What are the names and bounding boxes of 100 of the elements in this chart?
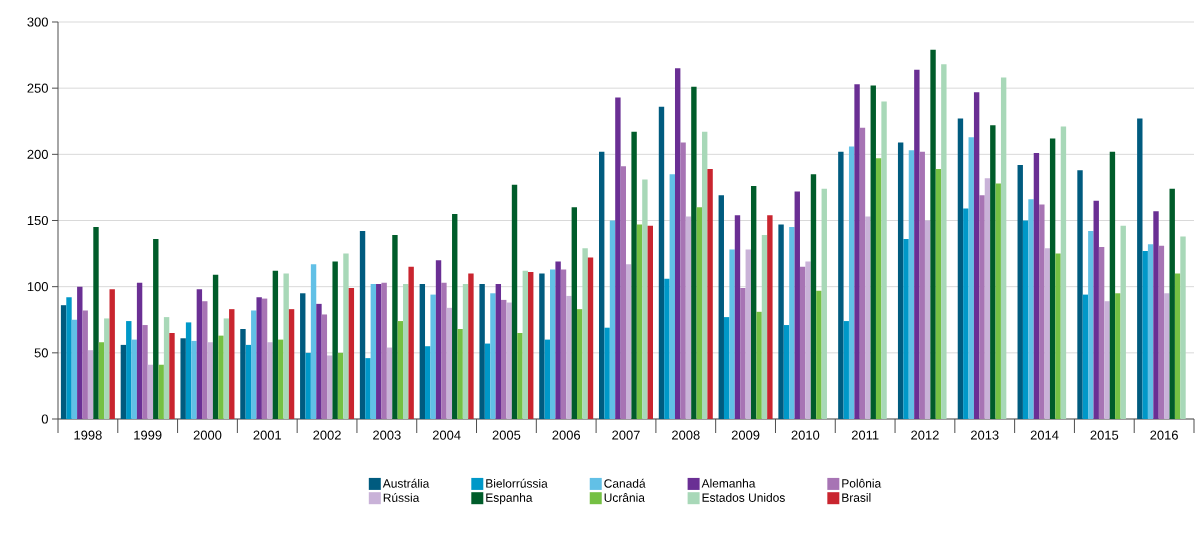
bar	[875, 158, 882, 419]
bar	[995, 183, 1001, 419]
bar	[327, 355, 333, 419]
bar	[452, 213, 458, 419]
bar	[674, 68, 681, 419]
bar	[142, 325, 148, 419]
bar	[854, 84, 860, 419]
bar	[979, 195, 985, 419]
x-tick-label: 2015	[1090, 430, 1119, 440]
bar	[71, 319, 78, 419]
bar	[566, 295, 572, 419]
bar	[1039, 204, 1045, 419]
bar	[370, 284, 377, 419]
bar	[587, 257, 594, 419]
bar	[865, 216, 871, 419]
bar	[283, 273, 289, 419]
bar	[310, 264, 317, 419]
bar	[435, 260, 442, 419]
bar	[626, 264, 632, 419]
x-tick-label: 2014	[1030, 430, 1059, 440]
bar	[859, 127, 866, 419]
x-tick-label: 1999	[134, 430, 162, 440]
bar	[126, 321, 132, 419]
x-tick-label: 2006	[552, 430, 581, 440]
bar	[528, 272, 534, 419]
bar	[136, 282, 143, 419]
bar	[131, 339, 137, 419]
bar	[1120, 225, 1126, 419]
bar	[1104, 301, 1110, 419]
bar	[935, 168, 942, 419]
bar	[897, 142, 904, 419]
bar	[511, 184, 518, 419]
bar	[87, 350, 94, 419]
bar	[604, 327, 610, 419]
bar	[930, 49, 936, 419]
bar	[392, 235, 398, 419]
bar	[337, 352, 344, 419]
bar	[1153, 211, 1159, 419]
legend-label: Canadá	[604, 478, 646, 488]
bar	[794, 191, 800, 419]
legend-label: Ucrânia	[604, 493, 645, 502]
bar	[903, 239, 909, 419]
bar	[1055, 253, 1061, 419]
bar	[957, 118, 964, 419]
bar	[685, 216, 692, 419]
bar	[229, 309, 235, 419]
bar	[202, 301, 208, 419]
bar	[870, 85, 876, 419]
bar	[750, 186, 757, 419]
bar	[517, 332, 523, 419]
bar	[1022, 220, 1029, 419]
bar	[153, 239, 159, 419]
bar	[810, 174, 817, 419]
bar	[734, 215, 741, 419]
bar	[381, 282, 387, 419]
x-tick-label: 1998	[74, 430, 102, 440]
bar	[984, 178, 991, 419]
bar	[1109, 151, 1116, 419]
x-tick-label: 2010	[791, 430, 820, 440]
bar	[555, 261, 561, 419]
bar	[761, 235, 768, 419]
legend-label: Austrália	[382, 478, 430, 488]
bar	[430, 294, 436, 419]
bar	[973, 92, 980, 419]
bar	[1115, 293, 1121, 419]
bar	[1088, 231, 1094, 419]
y-tick-label: 150	[27, 215, 48, 226]
bar	[609, 220, 616, 419]
legend-label: Alemanha	[701, 478, 756, 488]
bar	[745, 249, 751, 419]
bar	[838, 151, 844, 419]
bar	[615, 97, 621, 419]
bar	[147, 364, 154, 419]
bar	[968, 137, 974, 419]
bar	[348, 287, 355, 419]
x-tick-label: 2004	[432, 430, 461, 440]
bar	[919, 151, 925, 419]
bar	[805, 261, 811, 419]
bar	[1093, 200, 1099, 419]
bar	[506, 302, 512, 419]
bar	[544, 339, 551, 419]
bar	[642, 179, 648, 419]
bar	[560, 269, 567, 419]
bar	[359, 231, 366, 419]
bar	[104, 318, 110, 419]
bar	[778, 224, 784, 419]
bar	[539, 273, 545, 419]
bar	[60, 305, 67, 419]
bar	[251, 310, 257, 419]
legend-label: Espanha	[486, 493, 533, 505]
bar	[256, 297, 262, 419]
bar	[1174, 273, 1181, 419]
bar	[1033, 153, 1040, 419]
x-tick-label: 2002	[313, 430, 341, 440]
bar	[240, 329, 246, 419]
bar	[98, 342, 105, 419]
bar	[82, 310, 88, 419]
bar	[582, 248, 588, 419]
bar	[386, 347, 393, 419]
legend-label: Bielorrússia	[486, 478, 548, 488]
